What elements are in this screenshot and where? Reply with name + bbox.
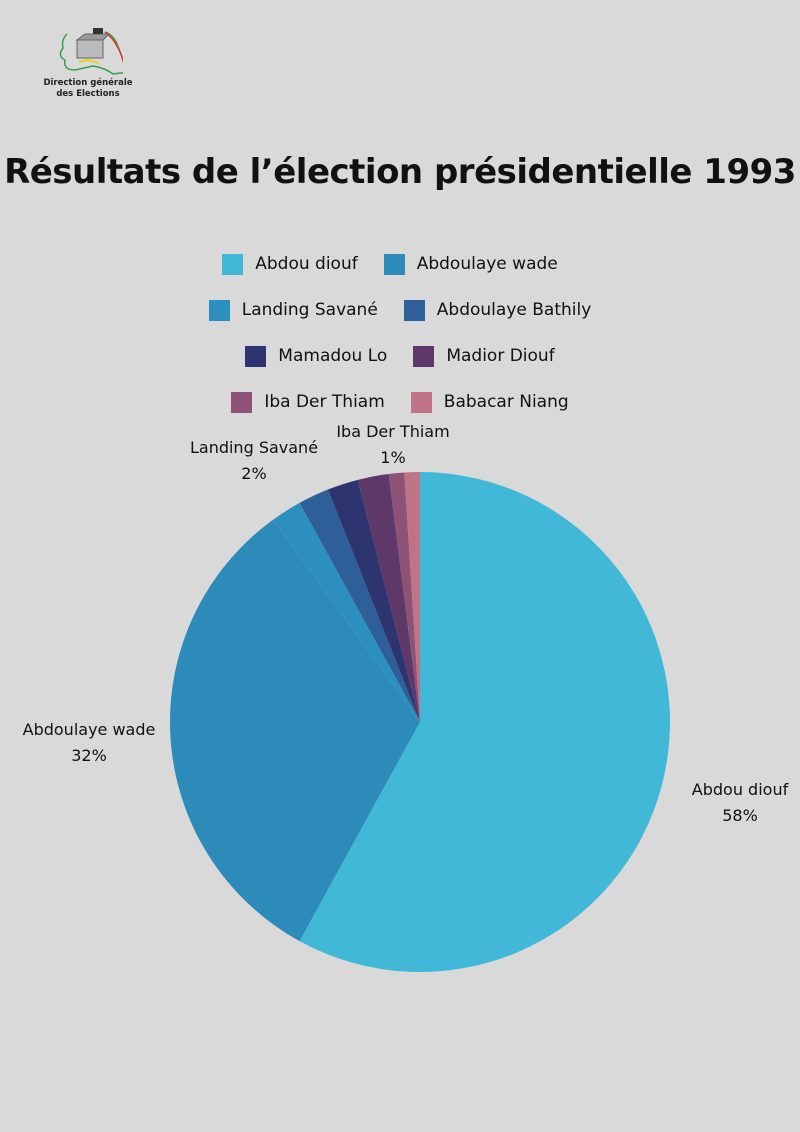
pie-slice-iba-der-thiam bbox=[388, 472, 420, 722]
legend-item: Abdou diouf bbox=[222, 253, 358, 275]
legend-swatch bbox=[410, 391, 432, 413]
legend-label: Landing Savané bbox=[241, 300, 378, 320]
pie-slice-abdou-diouf bbox=[299, 472, 670, 973]
pie-slice-babacar-niang bbox=[404, 472, 420, 722]
legend-swatch bbox=[222, 253, 244, 275]
legend-item: Landing Savané bbox=[208, 299, 378, 321]
data-label-abdoulaye-wade: Abdoulaye wade 32% bbox=[22, 720, 156, 765]
logo-text-line2: des Elections bbox=[56, 89, 120, 99]
legend-label: Babacar Niang bbox=[443, 392, 569, 412]
legend-label: Abdou diouf bbox=[255, 254, 358, 274]
legend-label: Iba Der Thiam bbox=[264, 392, 385, 412]
legend-label: Abdoulaye wade bbox=[416, 254, 558, 274]
legend-label: Madior Diouf bbox=[446, 346, 555, 366]
data-label-landing-savane: Landing Savané 2% bbox=[189, 438, 319, 483]
legend-swatch bbox=[231, 391, 253, 413]
legend: Abdou diouf Abdoulaye wade Landing Savané… bbox=[0, 241, 800, 425]
pie-slice-madior-diouf bbox=[357, 473, 420, 722]
legend-item: Madior Diouf bbox=[413, 345, 555, 367]
legend-item: Abdoulaye Bathily bbox=[403, 299, 592, 321]
pie-slice-abdoulaye-wade bbox=[169, 519, 420, 942]
legend-item: Mamadou Lo bbox=[245, 345, 388, 367]
pie-slice-mamadou-lo bbox=[327, 479, 420, 722]
legend-item: Babacar Niang bbox=[410, 391, 569, 413]
logo-text-line1: Direction générale bbox=[43, 78, 133, 88]
chart-title: Résultats de l’élection présidentielle 1… bbox=[4, 152, 796, 192]
legend-item: Iba Der Thiam bbox=[231, 391, 385, 413]
legend-swatch bbox=[403, 299, 425, 321]
logo: Direction générale des Elections bbox=[38, 26, 138, 106]
pie-slice-abdoulaye-bathily bbox=[299, 489, 420, 722]
data-label-abdou-diouf: Abdou diouf 58% bbox=[691, 780, 789, 825]
legend-swatch bbox=[383, 253, 405, 275]
legend-swatch bbox=[208, 299, 230, 321]
data-label-iba-der-thiam: Iba Der Thiam 1% bbox=[336, 422, 450, 467]
ballot-box-map-logo-icon bbox=[59, 28, 123, 75]
pie-slice-landing-savan- bbox=[273, 502, 420, 722]
legend-label: Abdoulaye Bathily bbox=[436, 300, 592, 320]
legend-label: Mamadou Lo bbox=[278, 346, 388, 366]
legend-swatch bbox=[245, 345, 267, 367]
legend-item: Abdoulaye wade bbox=[383, 253, 558, 275]
legend-swatch bbox=[413, 345, 435, 367]
